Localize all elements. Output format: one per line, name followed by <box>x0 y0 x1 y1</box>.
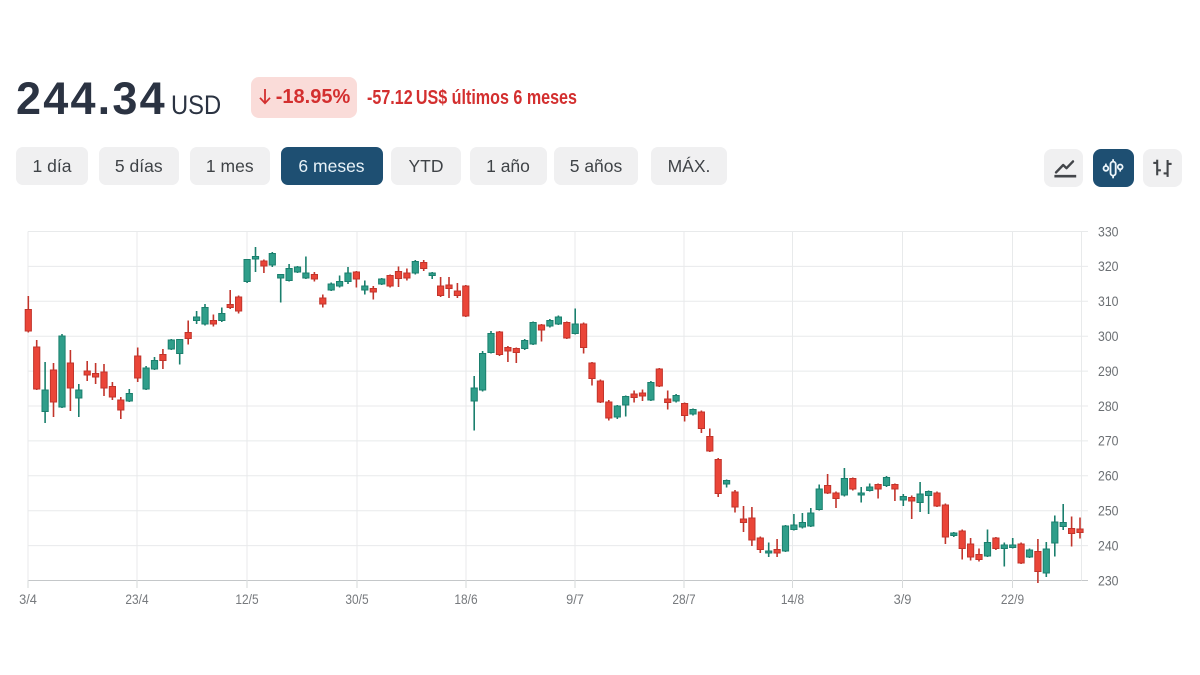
svg-text:280: 280 <box>1098 399 1119 414</box>
svg-text:18/6: 18/6 <box>454 592 477 607</box>
svg-text:310: 310 <box>1098 294 1119 309</box>
svg-text:3/4: 3/4 <box>19 592 37 607</box>
svg-text:30/5: 30/5 <box>345 592 368 607</box>
svg-text:270: 270 <box>1098 434 1119 449</box>
svg-text:12/5: 12/5 <box>235 592 258 607</box>
svg-text:250: 250 <box>1098 504 1119 519</box>
svg-text:9/7: 9/7 <box>566 592 584 607</box>
svg-text:14/8: 14/8 <box>781 592 804 607</box>
svg-text:22/9: 22/9 <box>1001 592 1024 607</box>
svg-text:240: 240 <box>1098 538 1119 553</box>
svg-text:230: 230 <box>1098 573 1119 588</box>
svg-text:330: 330 <box>1098 224 1119 239</box>
svg-text:28/7: 28/7 <box>672 592 695 607</box>
svg-text:23/4: 23/4 <box>125 592 149 607</box>
svg-text:260: 260 <box>1098 469 1119 484</box>
svg-text:320: 320 <box>1098 259 1119 274</box>
svg-text:300: 300 <box>1098 329 1119 344</box>
svg-text:290: 290 <box>1098 364 1119 379</box>
svg-text:3/9: 3/9 <box>894 592 912 607</box>
